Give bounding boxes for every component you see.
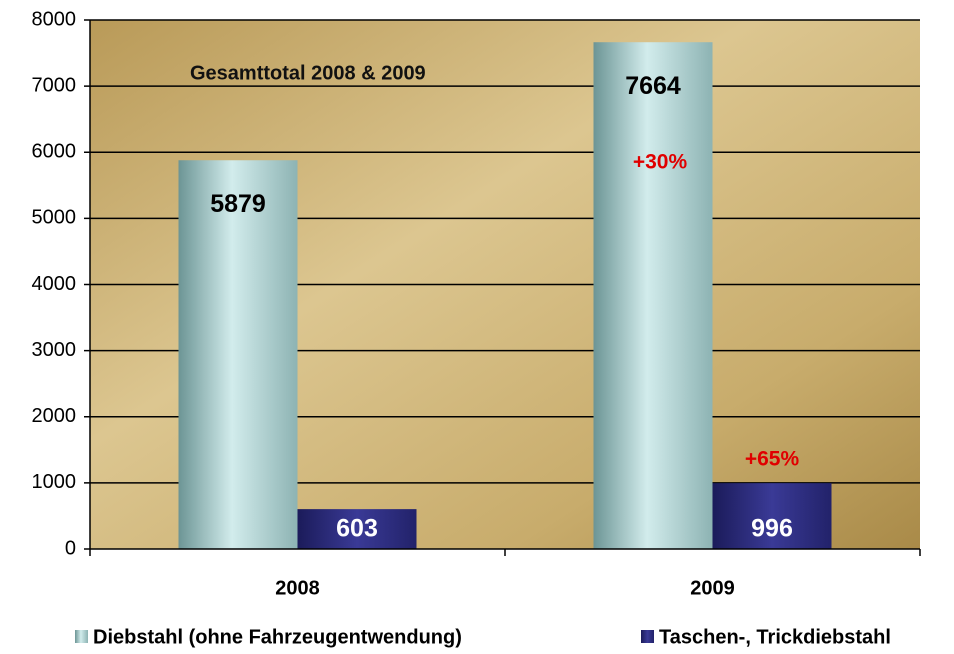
legend-label: Taschen-, Trickdiebstahl — [659, 626, 891, 648]
y-tick-label: 7000 — [32, 74, 77, 96]
data-label: 5879 — [210, 190, 266, 218]
chart: Gesamttotal 2008 & 2009 0 1000 2000 3000 400… — [0, 0, 954, 654]
annotation: +65% — [745, 448, 800, 471]
x-tick-label: 2008 — [275, 577, 320, 599]
legend-label: Diebstahl (ohne Fahrzeugentwendung) — [93, 626, 462, 648]
y-tick-label: 8000 — [32, 8, 77, 30]
legend-marker — [641, 630, 654, 643]
legend-marker — [75, 630, 88, 643]
annotation: +30% — [633, 151, 688, 174]
chart-title: Gesamttotal 2008 & 2009 — [190, 62, 426, 84]
data-label: 603 — [336, 515, 378, 543]
y-tick-label: 2000 — [32, 405, 77, 427]
y-tick-label: 5000 — [32, 207, 77, 229]
x-tick-label: 2009 — [690, 577, 735, 599]
bar — [179, 160, 298, 549]
y-tick-label: 4000 — [32, 273, 77, 295]
y-tick-label: 0 — [65, 537, 76, 559]
data-label: 996 — [751, 515, 793, 543]
y-tick-label: 1000 — [32, 471, 77, 493]
data-label: 7664 — [625, 72, 681, 100]
y-tick-label: 6000 — [32, 141, 77, 163]
y-tick-label: 3000 — [32, 339, 77, 361]
bar — [594, 42, 713, 549]
